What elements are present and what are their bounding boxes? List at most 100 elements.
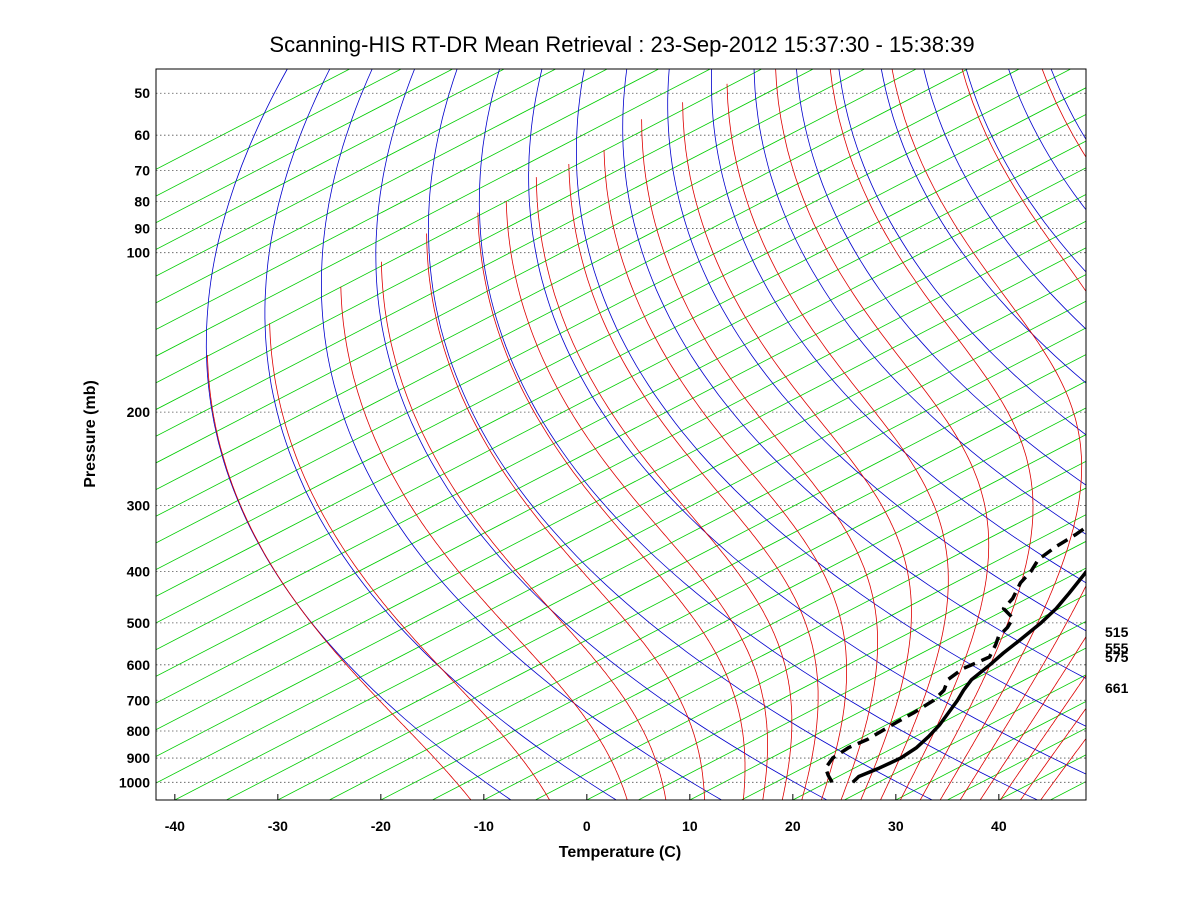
chart-title: Scanning-HIS RT-DR Mean Retrieval : 23-S… (269, 32, 974, 57)
isotherm-line (156, 69, 763, 384)
sounding-series (823, 525, 1086, 784)
dry-adiabat-line (1124, 42, 1200, 804)
isotherm-line (688, 594, 1086, 800)
isotherm-line (156, 69, 866, 437)
moist-adiabat-line (829, 69, 1034, 800)
isotherm-line (156, 167, 1086, 651)
dry-adiabat-line (796, 69, 1086, 486)
x-tick-label: 30 (888, 818, 904, 834)
dry-adiabat-line (375, 69, 828, 800)
isotherm-line (534, 514, 1086, 800)
side-label: 661 (1105, 680, 1129, 696)
x-axis-ticks: -40 -30 -20 -10 0 10 20 30 40 (165, 794, 1007, 834)
isotherm-line (156, 113, 1086, 597)
x-tick-label: -30 (268, 818, 288, 834)
moist-adiabat-line (381, 261, 667, 800)
y-tick-label: 400 (127, 564, 151, 580)
isotherm-line (156, 69, 969, 491)
moist-adiabat-line (959, 69, 1086, 800)
isotherm-line (997, 754, 1086, 800)
background-lines (156, 42, 1200, 804)
side-label: 515 (1105, 624, 1129, 640)
moist-adiabat-line (603, 149, 847, 800)
side-label: 575 (1105, 649, 1129, 665)
dry-adiabat-line (880, 69, 1086, 384)
x-tick-label: 40 (991, 818, 1007, 834)
isotherm-line (156, 300, 1086, 784)
x-tick-label: -20 (371, 818, 391, 834)
isotherm-line (156, 69, 506, 250)
isotherm-line (156, 69, 1021, 517)
dry-adiabat-line (576, 69, 1086, 727)
y-axis-label: Pressure (mb) (82, 380, 99, 488)
y-tick-label: 600 (127, 657, 151, 673)
isotherm-line (156, 247, 1086, 731)
isotherm-line (482, 487, 1086, 800)
isotherm-line (156, 69, 918, 464)
isotherm-line (156, 69, 454, 224)
dry-adiabat-line (1008, 69, 1086, 211)
isotherm-line (156, 69, 351, 170)
y-tick-label: 200 (127, 404, 151, 420)
moist-adiabat-line (1020, 707, 1086, 800)
y-tick-label: 700 (127, 692, 151, 708)
moist-adiabat-line (477, 212, 746, 800)
moist-adiabat-line (891, 69, 1083, 800)
dry-adiabat-line (965, 69, 1086, 273)
isotherm-line (843, 674, 1086, 800)
isotherm-line (156, 69, 403, 197)
x-tick-label: 10 (682, 818, 698, 834)
x-tick-label: -40 (165, 818, 185, 834)
isotherm-line (328, 407, 1086, 800)
isotherm-line (740, 620, 1086, 800)
isotherm-line (156, 220, 1086, 704)
dry-adiabat-line (667, 69, 1086, 632)
y-tick-label: 800 (127, 723, 151, 739)
dry-adiabat-line (923, 69, 1086, 330)
y-tick-label: 60 (134, 127, 150, 143)
y-tick-label: 500 (127, 615, 151, 631)
dry-adiabat-line (622, 69, 1086, 679)
y-tick-label: 100 (127, 245, 151, 261)
isotherm-line (585, 540, 1086, 800)
isotherm-line (156, 69, 1072, 544)
dry-adiabat-line (264, 69, 618, 800)
isotherm-line (156, 69, 557, 277)
moist-adiabat-line (505, 201, 768, 800)
y-tick-label: 90 (134, 220, 150, 236)
isotherm-line (156, 69, 660, 330)
moist-adiabat-line (1040, 737, 1086, 800)
isotherm-line (431, 460, 1086, 800)
y-tick-label: 80 (134, 193, 150, 209)
y-tick-label: 1000 (119, 774, 150, 790)
moist-adiabat-line (269, 323, 551, 800)
y-tick-label: 50 (134, 85, 150, 101)
x-axis-label: Temperature (C) (559, 844, 681, 861)
moist-adiabat-line (207, 354, 472, 800)
moist-adiabat-line (535, 177, 793, 800)
isotherm-line (156, 69, 712, 357)
isotherm-line (156, 140, 1086, 624)
temperature-profile-line (851, 569, 1086, 784)
moist-adiabat-line (999, 674, 1086, 800)
moist-adiabat-line (426, 233, 705, 800)
dry-adiabat-line (321, 69, 723, 800)
moist-adiabat-line (775, 69, 990, 800)
x-tick-label: 20 (785, 818, 801, 834)
y-tick-label: 300 (127, 497, 151, 513)
x-tick-label: 0 (583, 818, 591, 834)
dry-adiabat-line (1083, 42, 1200, 804)
isotherm-line (156, 274, 1086, 757)
dry-adiabat-line (753, 69, 1086, 535)
isotherm-line (225, 354, 1086, 800)
y-axis-ticks: 50 60 70 80 90 100 200 300 400 500 600 700 800 900 100… (119, 85, 150, 790)
dry-adiabat-line (1165, 42, 1200, 804)
dry-adiabat-line (428, 69, 934, 800)
plot-frame (155, 68, 1087, 801)
isotherm-line (156, 194, 1086, 677)
dewpoint-profile-line (823, 525, 1086, 784)
pressure-gridlines (156, 92, 1086, 783)
moist-adiabat-line (979, 69, 1086, 800)
